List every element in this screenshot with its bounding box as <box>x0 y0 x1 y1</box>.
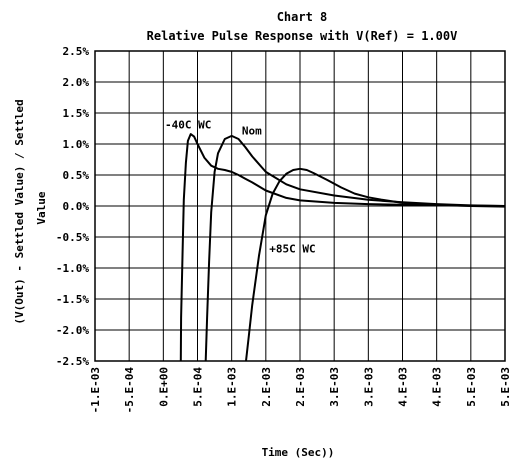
x-axis-label: Time (Sec)) <box>262 446 335 459</box>
x-tick-label-1: -5.E-04 <box>123 367 136 414</box>
x-tick-label-0: -1.E-03 <box>89 367 102 413</box>
x-tick-label-12: 5.E-03 <box>499 367 510 407</box>
x-tick-label-11: 5.E-03 <box>465 367 478 407</box>
x-tick-label-3: 5.E-04 <box>192 367 205 407</box>
series-line-0 <box>179 133 505 361</box>
series-annotation-2: +85C WC <box>269 243 315 256</box>
chart-title: Chart 8 <box>277 10 328 24</box>
y-tick-label-2: 1.5% <box>63 107 90 120</box>
y-tick-label-9: -2.0% <box>56 324 89 337</box>
series-annotation-0: -40C WC <box>165 119 211 132</box>
y-axis-label-extra: Value <box>35 191 48 224</box>
y-tick-label-4: 0.5% <box>63 169 90 182</box>
x-tick-label-5: 2.E-03 <box>260 367 273 407</box>
x-tick-label-9: 4.E-03 <box>397 367 410 407</box>
y-tick-label-3: 1.0% <box>63 138 90 151</box>
annotations: -40C WC Nom +85C WC <box>165 119 316 256</box>
y-tick-label-6: -0.5% <box>56 231 89 244</box>
x-tick-labels: -1.E-03 -5.E-04 0.E+00 5.E-04 1.E-03 2.E-03 2.… <box>89 367 510 414</box>
x-tick-label-6: 2.E-03 <box>294 367 307 407</box>
series-line-2 <box>245 167 505 361</box>
x-tick-label-7: 3.E-03 <box>328 367 341 407</box>
chart-subtitle: Relative Pulse Response with V(Ref) = 1.… <box>147 29 458 43</box>
y-tick-label-8: -1.5% <box>56 293 89 306</box>
series-annotation-1: Nom <box>242 125 262 138</box>
y-tick-label-10: -2.5% <box>56 355 89 368</box>
y-tick-label-0: 2.5% <box>63 45 90 58</box>
x-tick-label-8: 3.E-03 <box>362 367 375 407</box>
y-tick-label-7: -1.0% <box>56 262 89 275</box>
x-tick-label-2: 0.E+00 <box>157 367 170 407</box>
y-axis-label: (V(Out) - Settled Value) / Settled <box>13 99 26 324</box>
x-tick-label-10: 4.E-03 <box>431 367 444 407</box>
x-tick-label-4: 1.E-03 <box>226 367 239 407</box>
y-tick-label-5: 0.0% <box>63 200 90 213</box>
y-tick-labels: 2.5% 2.0% 1.5% 1.0% 0.5% 0.0% -0.5% -1.0% -1.5% -… <box>56 45 89 368</box>
plot-area <box>94 50 506 362</box>
y-tick-label-1: 2.0% <box>63 76 90 89</box>
